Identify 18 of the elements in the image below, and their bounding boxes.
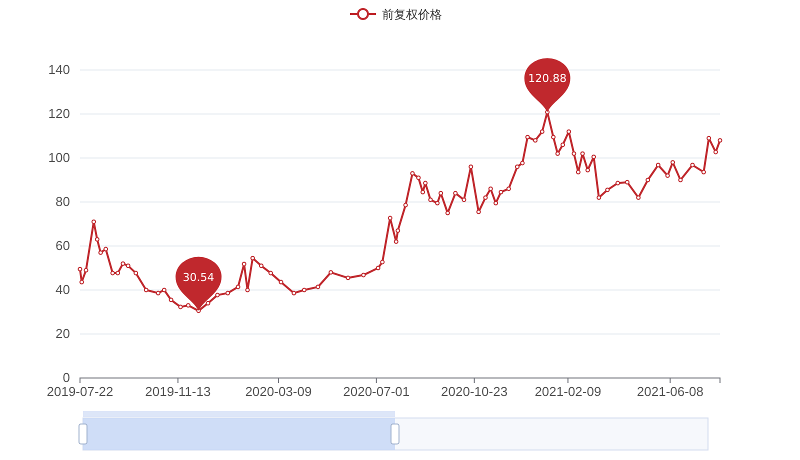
- y-tick-label: 120: [48, 106, 70, 122]
- y-tick-label: 140: [48, 62, 70, 78]
- y-tick-label: 80: [56, 194, 70, 210]
- annotation: 120.88: [528, 72, 567, 86]
- legend-label: 前复权价格: [382, 8, 442, 22]
- y-tick-label: 100: [48, 150, 70, 166]
- x-tick-label: 2019-11-13: [145, 384, 211, 400]
- y-tick-label: 0: [62, 370, 70, 386]
- x-tick-label: 2020-03-09: [245, 384, 312, 400]
- x-tick-label: 2019-07-22: [46, 384, 114, 400]
- y-tick-label: 40: [56, 282, 70, 298]
- x-tick-label: 2021-02-09: [534, 384, 602, 400]
- annotation: 30.54: [182, 270, 214, 284]
- x-tick-label: 2020-07-01: [343, 384, 410, 400]
- x-tick-label: 2020-10-23: [441, 384, 508, 400]
- y-tick-label: 60: [56, 238, 70, 254]
- y-tick-label: 20: [56, 326, 70, 342]
- x-tick-label: 2021-06-08: [636, 384, 704, 400]
